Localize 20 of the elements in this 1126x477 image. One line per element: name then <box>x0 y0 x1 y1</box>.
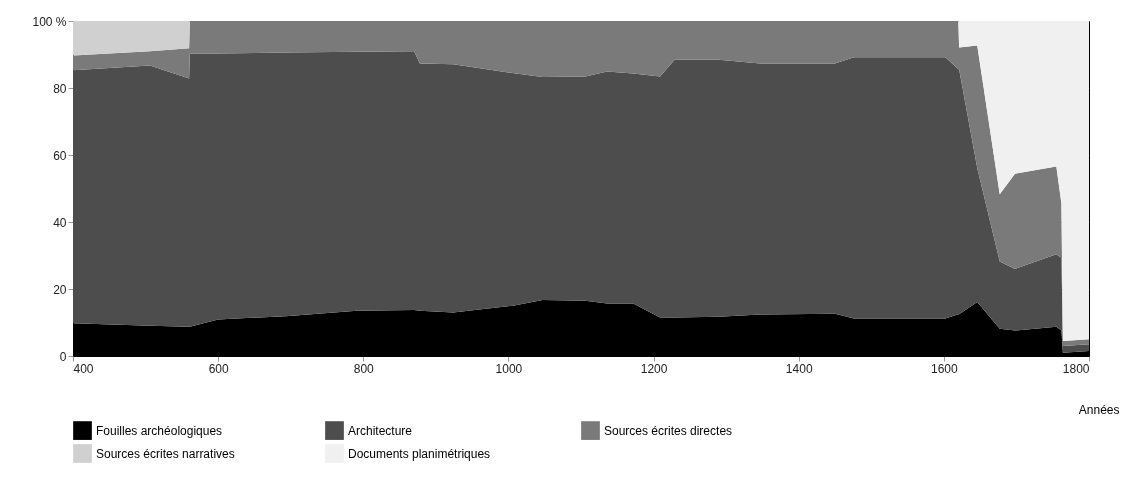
x-tick-label: 800 <box>353 361 375 376</box>
y-tick-label: 40 <box>53 215 67 230</box>
y-tick-label: 60 <box>53 148 67 163</box>
x-tick-label: 1400 <box>785 361 813 376</box>
legend-label: Documents planimétriques <box>348 446 491 461</box>
y-tick-label: 80 <box>53 81 67 96</box>
legend-label: Sources écrites directes <box>604 423 733 438</box>
x-tick-label: 1800 <box>1062 361 1090 376</box>
y-tick-label: 20 <box>53 282 67 297</box>
x-tick-label: 1600 <box>931 361 959 376</box>
legend-label: Fouilles archéologiques <box>96 423 223 438</box>
legend-label: Architecture <box>348 423 413 438</box>
y-tick-label: 100 % <box>32 14 67 29</box>
x-tick-label: 1200 <box>640 361 668 376</box>
x-tick-label: 400 <box>73 361 94 376</box>
x-tick-label: 1000 <box>495 361 523 376</box>
legend-label: Sources écrites narratives <box>96 446 235 461</box>
x-tick-label: 600 <box>208 361 229 376</box>
y-tick-label: 0 <box>59 349 67 364</box>
x-axis-title: Années <box>1078 402 1120 417</box>
